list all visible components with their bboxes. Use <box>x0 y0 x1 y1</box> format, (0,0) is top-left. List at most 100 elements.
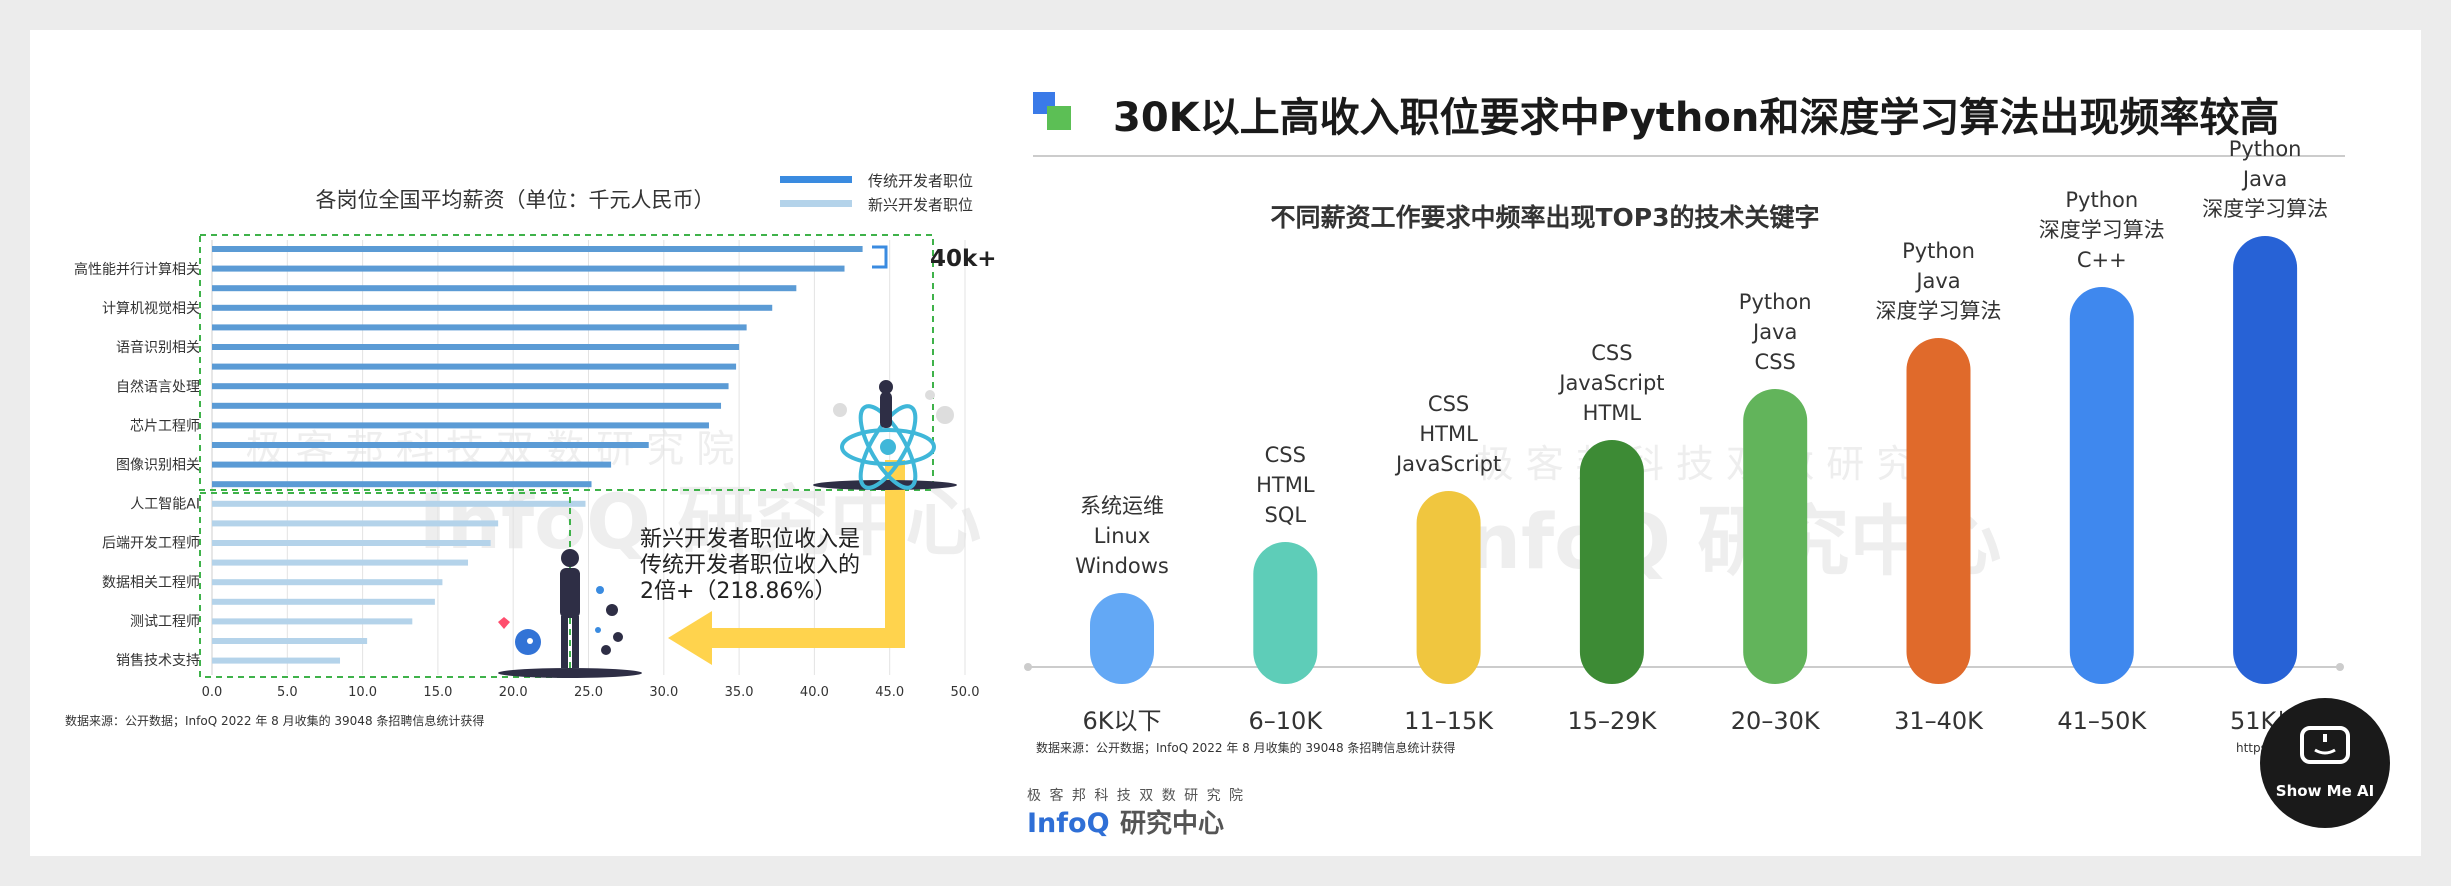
bar-traditional <box>212 344 740 350</box>
bar-traditional <box>212 265 845 272</box>
legend-traditional-label: 传统开发者职位 <box>868 172 973 190</box>
salary-band-label: 20–30K <box>1731 707 1821 735</box>
bar-emerging <box>212 598 435 605</box>
bar-traditional <box>212 442 649 448</box>
x-tick-label: 15.0 <box>423 685 452 700</box>
pill-bar <box>1906 338 1971 684</box>
keyword-label: Java <box>1751 320 1797 344</box>
category-label: 测试工程师 <box>130 614 200 630</box>
keyword-label: Python <box>1902 239 1975 263</box>
right-heading: 30K以上高收入职位要求中Python和深度学习算法出现频率较高 <box>1113 95 2279 141</box>
badge-label: Show Me AI <box>2276 782 2374 800</box>
pill-bar <box>2069 287 2134 684</box>
bar-traditional <box>212 304 773 311</box>
salary-band-label: 6K以下 <box>1082 707 1161 735</box>
x-tick-label: 5.0 <box>277 685 298 700</box>
person-illustration <box>498 549 642 678</box>
keyword-label: JavaScript <box>1394 452 1501 476</box>
x-tick-label: 0.0 <box>202 685 223 700</box>
salary-band-label: 11–15K <box>1404 707 1494 735</box>
traditional-dashed-box <box>199 234 934 491</box>
footer-brand: InfoQ <box>1027 808 1110 839</box>
bars-group <box>212 246 863 664</box>
category-label: 高性能并行计算相关 <box>74 261 200 278</box>
footer-brand-cn: 研究中心 <box>1120 808 1224 839</box>
x-gridlines <box>211 240 966 675</box>
salary-band-label: 15–29K <box>1567 707 1657 735</box>
keyword-label: Python <box>2065 188 2138 212</box>
category-label: 数据相关工程师 <box>102 575 200 591</box>
category-label: 人工智能AI <box>130 497 200 513</box>
left-chart-title: 各岗位全国平均薪资（单位：千元人民币） <box>316 188 715 212</box>
legend-emerging-swatch <box>780 200 852 207</box>
x-tick-label: 35.0 <box>725 685 754 700</box>
bar-traditional <box>212 383 729 390</box>
keyword-label: Python <box>1739 290 1812 314</box>
bar-emerging <box>212 559 469 566</box>
salary-band-label: 6–10K <box>1249 707 1324 735</box>
atom-illustration <box>813 380 957 490</box>
pill-bars: 6K以下 系统运维 Linux Windows 6–10K CSS HTML SQL 11–15… <box>1075 137 2328 735</box>
right-watermark-small: 极 客 邦 科 技 双 数 研 究 院 <box>1476 442 1965 486</box>
bar-emerging <box>212 638 368 644</box>
x-tick-label: 30.0 <box>649 685 678 700</box>
keyword-label: SQL <box>1265 503 1307 527</box>
keyword-label: 系统运维 <box>1080 494 1164 518</box>
keyword-label: CSS <box>1755 350 1796 374</box>
callout-line-1: 新兴开发者职位收入是 <box>640 527 860 552</box>
keyword-label: CSS <box>1591 341 1632 365</box>
salary-band-label: 41–50K <box>2057 707 2147 735</box>
pill-bar <box>1743 389 1808 684</box>
left-source-note: 数据来源：公开数据；InfoQ 2022 年 8 月收集的 39048 条招聘信… <box>65 713 484 728</box>
category-label: 语音识别相关 <box>116 339 200 356</box>
category-labels: 高性能并行计算相关计算机视觉相关语音识别相关自然语言处理芯片工程师图像识别相关人… <box>74 261 200 669</box>
category-label: 自然语言处理 <box>116 378 200 395</box>
x-tick-label: 10.0 <box>348 685 377 700</box>
keyword-label: JavaScript <box>1557 371 1664 395</box>
keyword-label: C++ <box>2077 248 2127 272</box>
pill-bar <box>1416 491 1481 684</box>
bar-traditional <box>212 422 709 429</box>
bar-emerging <box>212 618 413 625</box>
pill-bar <box>1253 542 1318 684</box>
callout-arrow <box>668 460 905 665</box>
legend-traditional-swatch <box>780 176 852 183</box>
right-subtitle: 不同薪资工作要求中频率出现TOP3的技术关键字 <box>1270 203 1819 232</box>
bar-emerging <box>212 657 341 664</box>
x-tick-labels: 0.0 5.0 10.0 15.0 20.0 25.0 30.0 35.0 40.0 45.0 50… <box>202 685 980 700</box>
keyword-label: HTML <box>1583 401 1642 425</box>
bar-emerging <box>212 540 491 546</box>
keyword-label: 深度学习算法 <box>2202 197 2328 221</box>
max-bracket <box>872 245 888 269</box>
footer-panel <box>947 760 2421 856</box>
bar-emerging <box>212 500 586 507</box>
keyword-label: CSS <box>1428 392 1469 416</box>
category-label: 后端开发工程师 <box>102 536 200 552</box>
x-tick-label: 20.0 <box>499 685 528 700</box>
bar-traditional <box>212 402 722 409</box>
x-tick-label: 25.0 <box>574 685 603 700</box>
pill-bar <box>1579 440 1644 684</box>
legend-emerging-label: 新兴开发者职位 <box>868 196 973 214</box>
callout-line-3: 2倍+（218.86%） <box>640 579 836 604</box>
keyword-label: CSS <box>1265 443 1306 467</box>
category-label: 图像识别相关 <box>116 458 200 474</box>
keyword-label: HTML <box>1419 422 1478 446</box>
pill-bar <box>2233 236 2298 684</box>
baseline-start-dot <box>1024 663 1032 671</box>
keyword-label: 深度学习算法 <box>2039 218 2165 242</box>
keyword-label: Python <box>2229 137 2302 161</box>
category-label: 销售技术支持 <box>116 653 200 669</box>
bar-traditional <box>212 481 592 488</box>
right-source-note: 数据来源：公开数据；InfoQ 2022 年 8 月收集的 39048 条招聘信… <box>1036 740 1455 755</box>
keyword-label: Linux <box>1094 524 1151 548</box>
bar-traditional <box>212 285 797 292</box>
keyword-label: Windows <box>1075 554 1169 578</box>
robot-icon: Show Me AI <box>2276 726 2374 800</box>
pill-bar <box>1090 593 1154 684</box>
footer-org: 极 客 邦 科 技 双 数 研 究 院 <box>1027 787 1245 804</box>
bar-traditional <box>212 324 747 331</box>
callout-line-2: 传统开发者职位收入的 <box>640 553 860 578</box>
show-me-ai-badge[interactable]: Show Me AI <box>2260 698 2390 828</box>
